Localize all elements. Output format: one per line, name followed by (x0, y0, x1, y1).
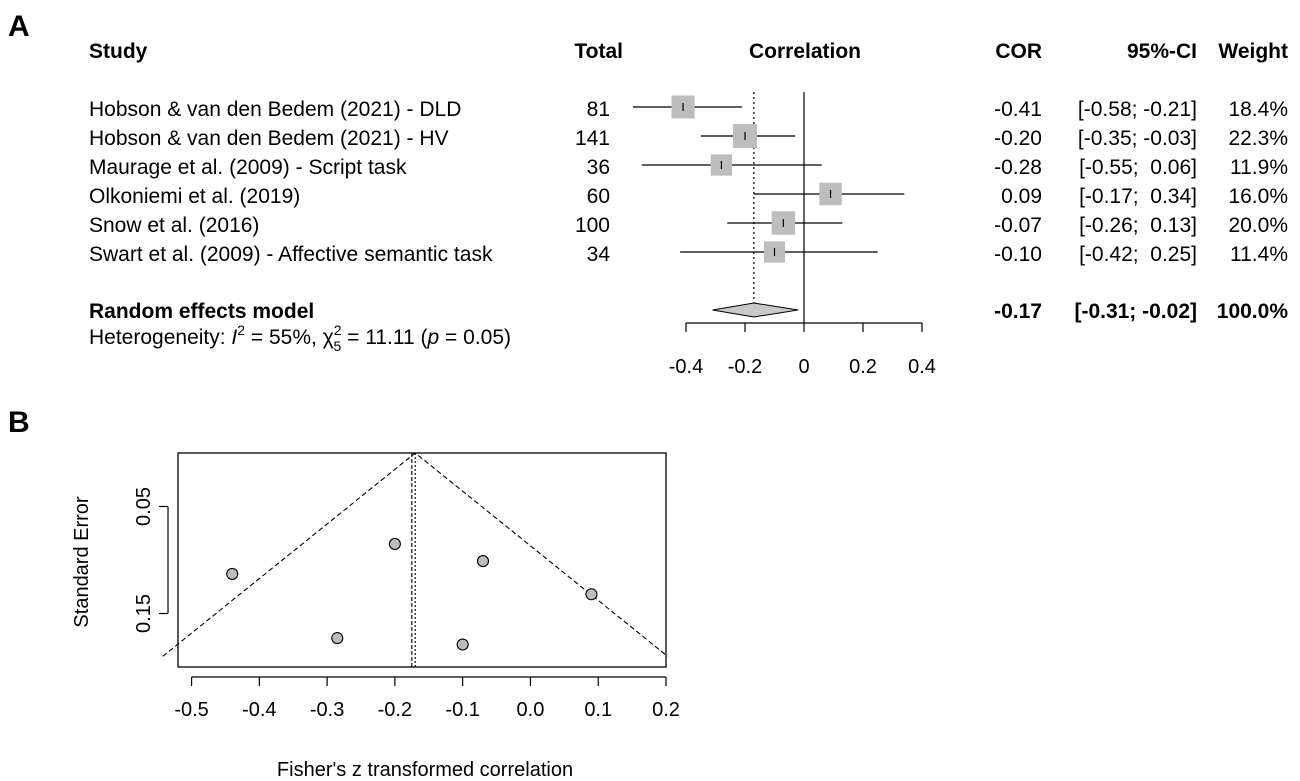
study-cor: 0.09 (1001, 185, 1042, 208)
header-cor: COR (995, 40, 1042, 63)
funnel-data-point (585, 588, 598, 601)
panel-b-label: B (8, 406, 30, 439)
funnel-y-tick-label: 0.15 (133, 594, 155, 633)
study-total: 100 (575, 214, 610, 237)
study-name: Swart et al. (2009) - Affective semantic… (89, 243, 493, 266)
funnel-plot-frame (177, 452, 667, 668)
study-weight: 18.4% (1228, 98, 1288, 121)
study-ci: [-0.55; 0.06] (1079, 156, 1197, 179)
funnel-y-axis-label: Standard Error (71, 496, 93, 628)
het-i: I (231, 326, 237, 349)
study-weight: 11.4% (1230, 243, 1288, 266)
forest-x-tick-label: -0.2 (728, 356, 762, 378)
study-name: Snow et al. (2016) (89, 214, 259, 237)
forest-x-tick-label: 0.4 (908, 356, 936, 378)
funnel-x-tick-label: 0.0 (517, 699, 545, 721)
header-ci: 95%-CI (1127, 40, 1197, 63)
funnel-data-point (456, 638, 469, 651)
study-name: Olkoniemi et al. (2019) (89, 185, 300, 208)
study-ci: [-0.42; 0.25] (1079, 243, 1197, 266)
funnel-x-tick-label: -0.1 (445, 699, 479, 721)
het-i-value: = 55%, (245, 326, 323, 349)
study-weight: 22.3% (1228, 127, 1288, 150)
het-chi-sup: 2 (334, 322, 342, 338)
summary-diamond (712, 302, 799, 318)
header-study: Study (89, 40, 148, 63)
funnel-x-tick-label: 0.1 (584, 699, 612, 721)
study-name: Hobson & van den Bedem (2021) - HV (89, 127, 449, 150)
funnel-data-point (476, 555, 490, 568)
forest-x-tick-label: -0.4 (669, 356, 703, 378)
study-ci: [-0.58; -0.21] (1078, 98, 1197, 121)
het-prefix: Heterogeneity: (89, 326, 231, 349)
funnel-plot: -0.5 -0.4 -0.3 -0.2 -0.1 0.0 0.1 0.2 0.05 0.15 (133, 452, 680, 721)
panel-a-label: A (8, 10, 30, 43)
forest-x-tick-label: 0.2 (849, 356, 877, 378)
funnel-x-tick-label: -0.3 (310, 699, 344, 721)
study-cor: -0.28 (994, 156, 1042, 179)
summary-ci: [-0.31; -0.02] (1074, 300, 1197, 323)
study-weight: 11.9% (1230, 156, 1288, 179)
study-total: 60 (587, 185, 610, 208)
het-chi-sub: 5 (334, 338, 342, 354)
study-total: 81 (587, 98, 610, 121)
study-ci: [-0.17; 0.34] (1079, 185, 1197, 208)
funnel-x-axis-label: Fisher's z transformed correlation (277, 759, 573, 781)
study-name: Hobson & van den Bedem (2021) - DLD (89, 98, 461, 121)
study-total: 34 (587, 243, 611, 266)
funnel-x-tick-label: -0.2 (378, 699, 412, 721)
heterogeneity-text: Heterogeneity: I2 = 55%, χ2 5 = 11.11 (p … (89, 322, 511, 354)
het-p: p (427, 326, 440, 349)
study-cor: -0.20 (994, 127, 1042, 150)
study-weight: 20.0% (1228, 214, 1288, 237)
study-ci: [-0.35; -0.03] (1078, 127, 1197, 150)
funnel-y-tick-label: 0.05 (133, 487, 155, 526)
summary-name: Random effects model (89, 300, 314, 323)
study-cor: -0.41 (994, 98, 1042, 121)
funnel-x-tick-label: -0.5 (174, 699, 208, 721)
het-chi: χ (323, 326, 334, 349)
study-name: Maurage et al. (2009) - Script task (89, 156, 407, 179)
header-total: Total (574, 40, 623, 63)
study-total: 36 (587, 156, 610, 179)
het-p-value: = 0.05) (439, 326, 511, 349)
funnel-x-tick-label: 0.2 (652, 699, 680, 721)
study-total: 141 (575, 127, 610, 150)
study-cor: -0.07 (994, 214, 1042, 237)
study-rows: Hobson & van den Bedem (2021) - DLD 81 -… (89, 98, 1288, 266)
study-weight: 16.0% (1228, 185, 1288, 208)
study-cor: -0.10 (994, 243, 1042, 266)
funnel-data-point (388, 537, 401, 551)
summary-cor: -0.17 (994, 300, 1042, 323)
funnel-data-point (331, 632, 344, 645)
funnel-data-point (226, 567, 239, 580)
summary-weight: 100.0% (1217, 300, 1289, 323)
study-ci: [-0.26; 0.13] (1079, 214, 1197, 237)
header-weight: Weight (1218, 40, 1288, 63)
forest-x-tick-label: 0 (798, 356, 809, 378)
het-i-sup: 2 (237, 322, 245, 338)
forest-plot: -0.4 -0.2 0 0.2 0.4 (632, 92, 936, 378)
het-chi-value: = 11.11 ( (341, 326, 427, 349)
header-correlation: Correlation (749, 40, 861, 63)
funnel-x-tick-label: -0.4 (242, 699, 276, 721)
